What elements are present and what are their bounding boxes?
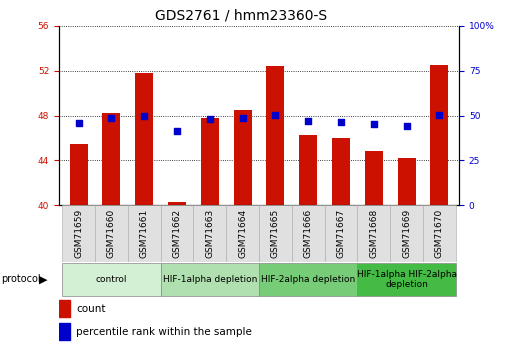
Bar: [259, 205, 292, 262]
Bar: [161, 205, 193, 262]
Bar: [168, 202, 186, 205]
Text: GSM71669: GSM71669: [402, 209, 411, 258]
Bar: [62, 205, 95, 262]
Point: [370, 121, 378, 126]
Point: [271, 112, 280, 117]
Bar: [266, 66, 285, 205]
Bar: [358, 205, 390, 262]
Text: percentile rank within the sample: percentile rank within the sample: [76, 327, 252, 337]
Text: control: control: [96, 275, 127, 284]
Point: [140, 114, 148, 119]
Bar: [128, 205, 161, 262]
Bar: [423, 205, 456, 262]
Point: [239, 116, 247, 121]
Point: [173, 128, 181, 134]
Text: GSM71667: GSM71667: [337, 209, 346, 258]
Point: [436, 112, 444, 117]
Bar: [70, 144, 88, 205]
Bar: [325, 205, 358, 262]
Text: ▶: ▶: [39, 275, 48, 284]
Text: GSM71659: GSM71659: [74, 209, 83, 258]
Bar: [226, 205, 259, 262]
Text: GSM71663: GSM71663: [205, 209, 214, 258]
Bar: [103, 113, 121, 205]
Bar: [365, 151, 383, 205]
Bar: [95, 205, 128, 262]
Text: GSM71662: GSM71662: [172, 209, 182, 258]
Text: GDS2761 / hmm23360-S: GDS2761 / hmm23360-S: [155, 9, 327, 23]
Text: HIF-1alpha depletion: HIF-1alpha depletion: [163, 275, 257, 284]
Bar: [135, 73, 153, 205]
Text: GSM71668: GSM71668: [369, 209, 379, 258]
Bar: [259, 263, 358, 296]
Point: [74, 120, 83, 126]
Bar: [59, 300, 70, 317]
Text: protocol: protocol: [2, 275, 41, 284]
Text: GSM71660: GSM71660: [107, 209, 116, 258]
Bar: [201, 118, 219, 205]
Point: [304, 119, 312, 124]
Bar: [430, 65, 448, 205]
Text: GSM71661: GSM71661: [140, 209, 149, 258]
Text: GSM71664: GSM71664: [238, 209, 247, 258]
Bar: [390, 205, 423, 262]
Point: [107, 116, 115, 121]
Bar: [161, 263, 259, 296]
Bar: [62, 263, 161, 296]
Bar: [59, 323, 70, 340]
Text: GSM71666: GSM71666: [304, 209, 313, 258]
Bar: [292, 205, 325, 262]
Text: GSM71665: GSM71665: [271, 209, 280, 258]
Point: [403, 123, 411, 129]
Bar: [233, 110, 252, 205]
Bar: [358, 263, 456, 296]
Bar: [332, 138, 350, 205]
Text: GSM71670: GSM71670: [435, 209, 444, 258]
Text: HIF-2alpha depletion: HIF-2alpha depletion: [261, 275, 356, 284]
Text: count: count: [76, 304, 106, 314]
Text: HIF-1alpha HIF-2alpha
depletion: HIF-1alpha HIF-2alpha depletion: [357, 270, 457, 289]
Bar: [193, 205, 226, 262]
Bar: [398, 158, 416, 205]
Point: [206, 117, 214, 122]
Bar: [299, 135, 317, 205]
Point: [337, 119, 345, 125]
